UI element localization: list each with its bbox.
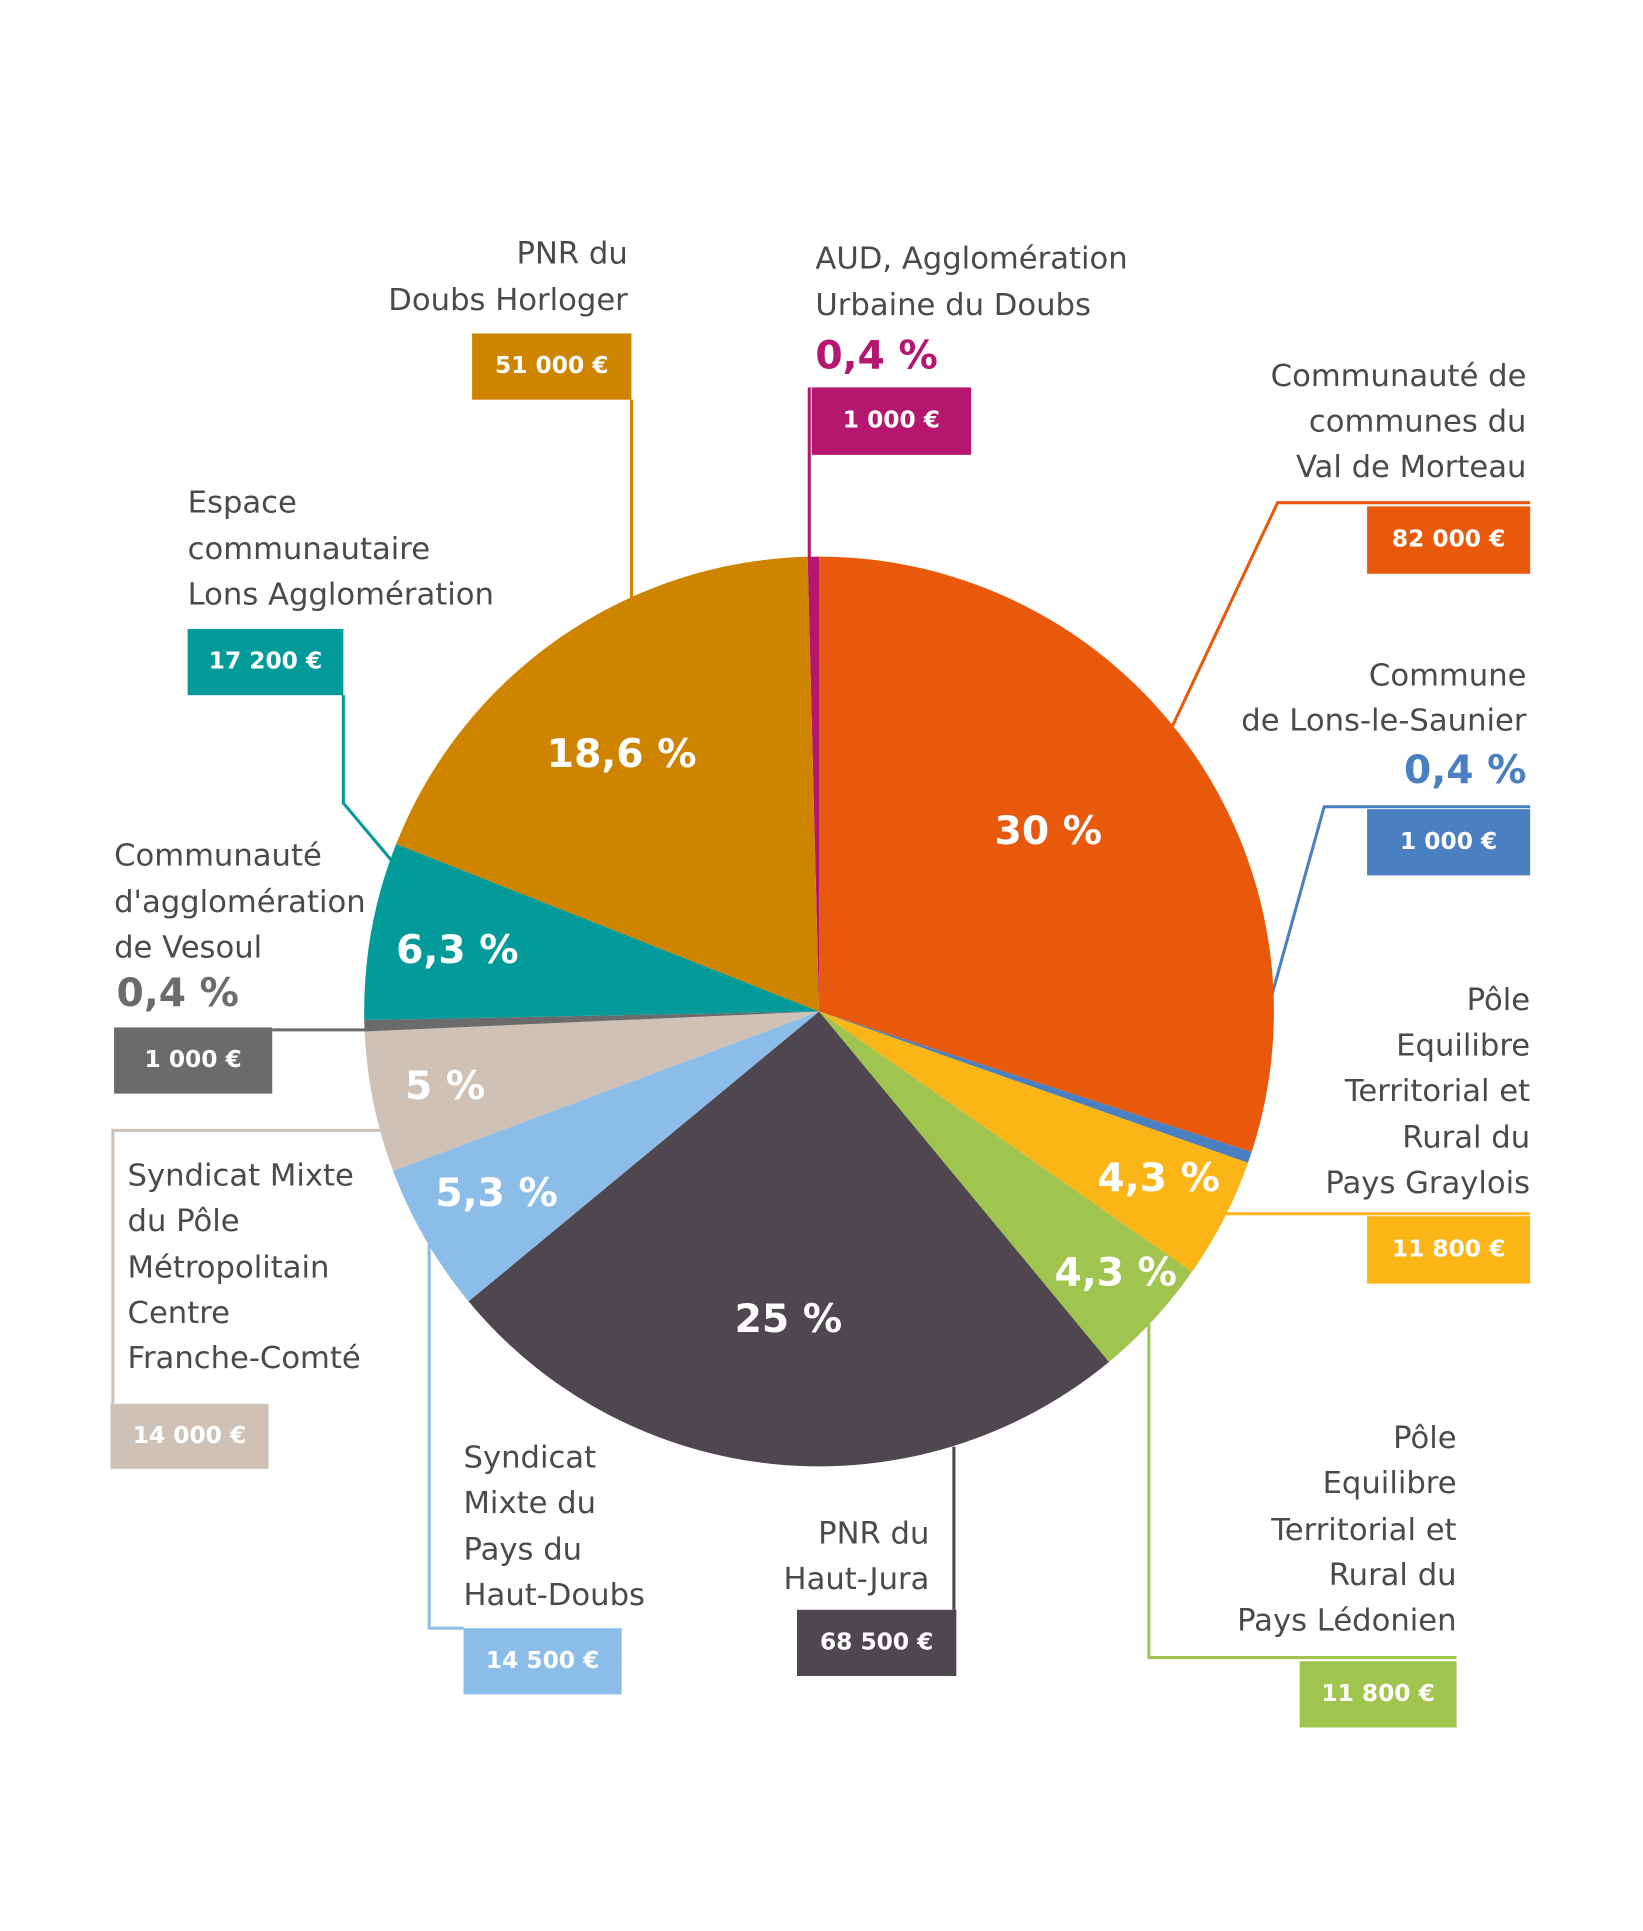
percent-label: 0,4 % [815, 334, 937, 379]
slice-name: communautaire [188, 532, 430, 567]
slice-name: PNR du [516, 237, 627, 272]
pie-slice [364, 1011, 820, 1171]
leader-line [341, 695, 397, 866]
percent-label: 5 % [405, 1064, 485, 1109]
percent-label: 0,4 % [117, 971, 239, 1016]
pie-slice [364, 844, 820, 1021]
slice-name: Communauté [114, 838, 322, 873]
slice-name: Espace [188, 485, 297, 520]
pie-slice [819, 1011, 1252, 1163]
amount-label: 11 800 € [1321, 1680, 1434, 1707]
leader-line [1138, 501, 1531, 796]
slice-name: Syndicat Mixte [128, 1158, 354, 1193]
slice-name: Territorial et [1270, 1513, 1456, 1548]
pie-slice [364, 1011, 820, 1032]
slice-name: Val de Morteau [1296, 450, 1527, 485]
amount-label: 51 000 € [495, 352, 608, 379]
pie-slice [807, 556, 820, 1012]
amount-box [1367, 809, 1531, 876]
slice-name: AUD, Agglomération [815, 241, 1127, 276]
slice-name: Lons Agglomération [188, 577, 494, 612]
pie-slice [393, 1011, 820, 1302]
slice-name: Equilibre [1323, 1466, 1457, 1501]
percent-label: 0,4 % [1404, 748, 1526, 793]
percent-label: 5,3 % [435, 1171, 557, 1216]
slice-name: Pôle [1467, 983, 1531, 1018]
pie-slice [819, 1011, 1248, 1272]
pie-slice [468, 1011, 1109, 1467]
amount-label: 14 500 € [486, 1647, 599, 1674]
amount-label: 1 000 € [843, 407, 940, 434]
amount-label: 1 000 € [1400, 828, 1497, 855]
slice-name: Rural du [1329, 1558, 1457, 1593]
amount-box [110, 1403, 269, 1469]
percent-label: 6,3 % [396, 928, 518, 973]
amount-box [1367, 506, 1531, 574]
slice-name: du Pôle [128, 1204, 240, 1239]
amount-label: 11 800 € [1392, 1235, 1505, 1262]
slice-name: Communauté de [1271, 359, 1527, 394]
leader-line [1147, 1324, 1457, 1660]
pie-slice [396, 556, 820, 1012]
amount-label: 68 500 € [820, 1628, 933, 1655]
slice-name: de Vesoul [114, 930, 262, 965]
slice-name: Franche-Comté [128, 1341, 361, 1376]
slice-name: de Lons-le-Saunier [1241, 704, 1527, 739]
slice-name: communes du [1309, 404, 1527, 439]
percent-label: 18,6 % [547, 732, 697, 777]
slice-name: Pays du [463, 1532, 582, 1567]
leader-line [427, 1244, 464, 1630]
slice-name: Centre [128, 1296, 230, 1331]
pie-slice [819, 556, 1274, 1153]
slice-name: Rural du [1402, 1120, 1530, 1155]
amount-box [1367, 1216, 1531, 1284]
slice-name: Métropolitain [128, 1250, 330, 1285]
amount-box [1299, 1661, 1457, 1728]
slice-name: PNR du [818, 1516, 929, 1551]
slice-name: Pôle [1393, 1421, 1457, 1456]
amount-label: 17 200 € [209, 648, 322, 675]
slice-name: Urbaine du Doubs [815, 288, 1091, 323]
amount-box [472, 333, 632, 400]
amount-box [796, 1609, 957, 1676]
slice-name: d'agglomération [114, 885, 366, 920]
slice-name: Pays Lédonien [1237, 1604, 1457, 1639]
amount-box [187, 628, 344, 696]
slice-name: Territorial et [1344, 1074, 1530, 1109]
percent-label: 4,3 % [1097, 1156, 1219, 1201]
amount-box [811, 387, 972, 455]
amount-label: 82 000 € [1392, 526, 1505, 553]
slice-name: Doubs Horloger [388, 283, 628, 318]
slice-name: Equilibre [1396, 1029, 1530, 1064]
amount-box [114, 1027, 273, 1094]
amount-label: 14 000 € [133, 1422, 246, 1449]
slice-name: Pays Graylois [1325, 1166, 1530, 1201]
percent-label: 30 % [995, 809, 1103, 854]
slice-name: Haut-Doubs [463, 1578, 644, 1613]
percent-label: 25 % [735, 1297, 843, 1342]
slice-name: Mixte du [463, 1486, 596, 1521]
slice-name: Commune [1369, 658, 1527, 693]
amount-box [463, 1628, 622, 1695]
slice-name: Syndicat [463, 1440, 596, 1475]
percent-label: 4,3 % [1055, 1251, 1177, 1296]
slice-name: Haut-Jura [784, 1562, 930, 1597]
leader-line [111, 1128, 381, 1404]
amount-label: 1 000 € [145, 1046, 242, 1073]
pie-slice [819, 1011, 1193, 1362]
